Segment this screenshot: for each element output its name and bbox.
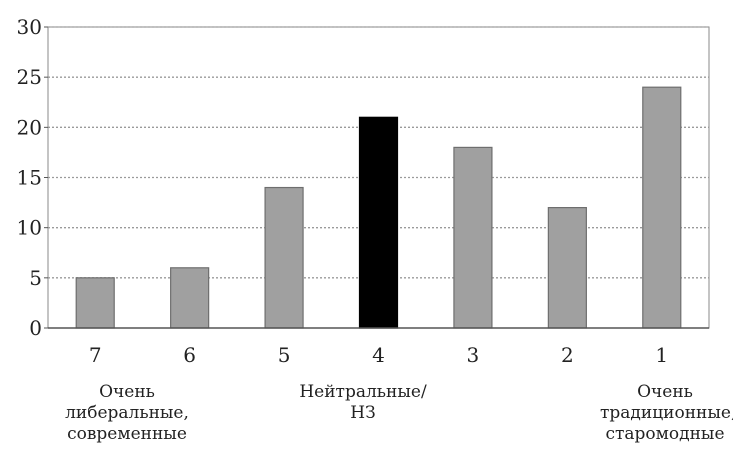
annotation-right-line-1: Очень xyxy=(637,382,693,402)
bar-5 xyxy=(264,186,304,329)
x-tick-label-1: 1 xyxy=(655,343,668,367)
x-tick-label-3: 3 xyxy=(467,343,480,367)
y-tick-label: 20 xyxy=(17,115,42,139)
bar-3 xyxy=(453,146,493,329)
annotation-left: Очень либеральные, современные xyxy=(62,382,192,445)
y-tick-label: 10 xyxy=(17,216,42,240)
y-tick-label: 25 xyxy=(17,65,42,89)
bar-4 xyxy=(358,116,399,329)
y-tick-label: 30 xyxy=(17,15,42,39)
y-tick-label: 0 xyxy=(29,316,42,340)
x-tick-label-2: 2 xyxy=(561,343,574,367)
y-tick-label: 15 xyxy=(17,166,42,190)
annotation-left-line-2: либеральные, xyxy=(65,403,189,423)
annotation-left-line-1: Очень xyxy=(99,382,155,402)
annotation-right-line-2: традиционные, xyxy=(600,403,733,423)
annotation-middle-line-1: Нейтральные/ xyxy=(299,382,427,402)
annotation-right-line-3: старомодные xyxy=(605,424,725,444)
annotation-right: Очень традиционные, старомодные xyxy=(600,382,733,445)
annotation-middle: Нейтральные/ НЗ xyxy=(278,382,448,424)
bar-2 xyxy=(547,207,587,329)
bar-7 xyxy=(75,277,115,329)
bar-1 xyxy=(642,86,682,329)
y-tick-label: 5 xyxy=(29,266,42,290)
x-tick-label-7: 7 xyxy=(89,343,102,367)
annotation-left-line-3: современные xyxy=(67,424,187,444)
x-tick-label-5: 5 xyxy=(278,343,291,367)
x-tick-label-6: 6 xyxy=(183,343,196,367)
bar-6 xyxy=(170,267,210,329)
x-tick-label-4: 4 xyxy=(372,343,385,367)
annotation-middle-line-2: НЗ xyxy=(350,403,376,423)
